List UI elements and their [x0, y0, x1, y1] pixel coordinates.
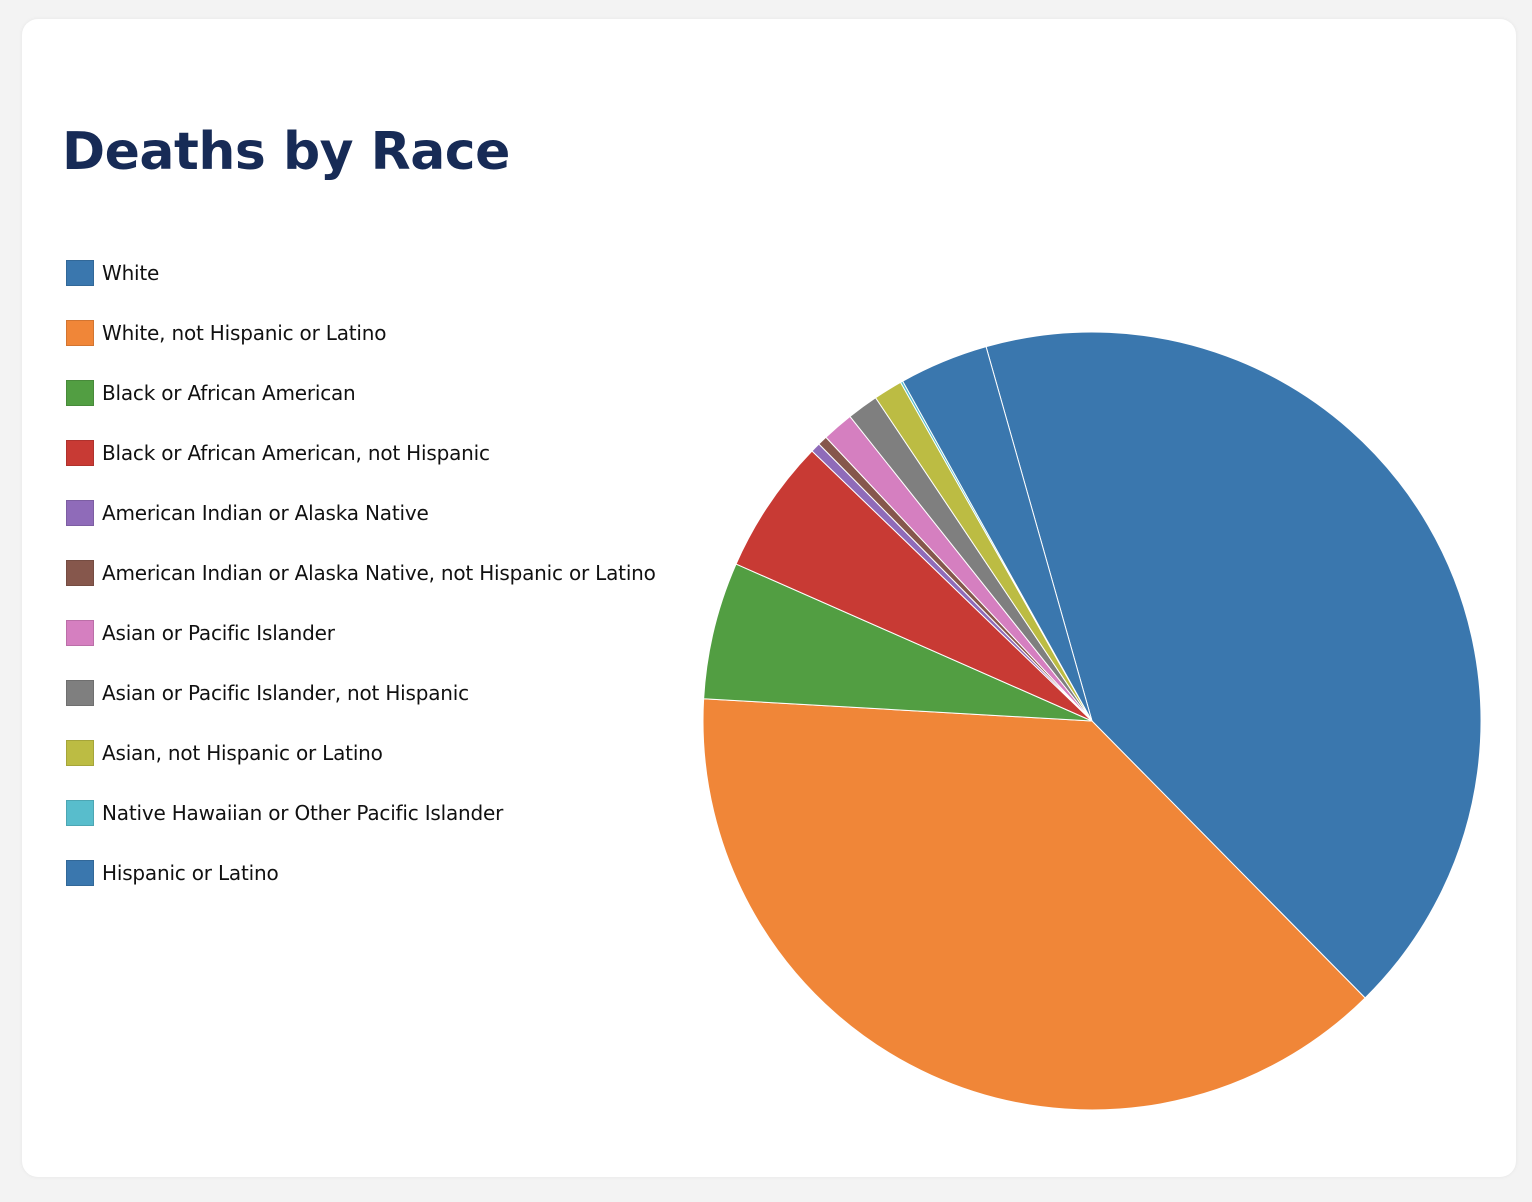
legend-item[interactable]: Black or African American, not Hispanic	[66, 423, 656, 483]
legend-swatch	[66, 680, 94, 706]
legend-label: White	[102, 261, 160, 285]
pie-chart	[702, 331, 1482, 1111]
legend-item[interactable]: American Indian or Alaska Native	[66, 483, 656, 543]
legend-item[interactable]: Native Hawaiian or Other Pacific Islande…	[66, 783, 656, 843]
legend-label: Asian or Pacific Islander, not Hispanic	[102, 681, 469, 705]
legend-item[interactable]: American Indian or Alaska Native, not Hi…	[66, 543, 656, 603]
legend-label: White, not Hispanic or Latino	[102, 321, 387, 345]
pie-slice[interactable]	[702, 698, 1366, 1111]
legend-label: Black or African American, not Hispanic	[102, 441, 490, 465]
legend-swatch	[66, 320, 94, 346]
chart-title: Deaths by Race	[62, 122, 510, 182]
chart-card: Deaths by Race White White, not Hispanic …	[22, 19, 1516, 1177]
legend-swatch	[66, 800, 94, 826]
legend-label: Native Hawaiian or Other Pacific Islande…	[102, 801, 504, 825]
legend-label: Hispanic or Latino	[102, 861, 279, 885]
legend-swatch	[66, 740, 94, 766]
legend-label: American Indian or Alaska Native	[102, 501, 429, 525]
legend-item[interactable]: White	[66, 243, 656, 303]
pie-slice[interactable]	[735, 450, 1093, 722]
legend-label: American Indian or Alaska Native, not Hi…	[102, 561, 656, 585]
legend-item[interactable]: Asian, not Hispanic or Latino	[66, 723, 656, 783]
legend: White White, not Hispanic or Latino Black …	[66, 243, 656, 903]
legend-item[interactable]: Asian or Pacific Islander, not Hispanic	[66, 663, 656, 723]
legend-swatch	[66, 440, 94, 466]
legend-swatch	[66, 260, 94, 286]
legend-label: Asian or Pacific Islander	[102, 621, 335, 645]
legend-item[interactable]: Hispanic or Latino	[66, 843, 656, 903]
legend-item[interactable]: Asian or Pacific Islander	[66, 603, 656, 663]
legend-swatch	[66, 860, 94, 886]
pie-slice[interactable]	[703, 563, 1093, 722]
legend-item[interactable]: Black or African American	[66, 363, 656, 423]
legend-label: Black or African American	[102, 381, 356, 405]
legend-item[interactable]: White, not Hispanic or Latino	[66, 303, 656, 363]
legend-swatch	[66, 620, 94, 646]
legend-swatch	[66, 500, 94, 526]
legend-swatch	[66, 560, 94, 586]
pie-slice[interactable]	[902, 346, 1093, 722]
legend-label: Asian, not Hispanic or Latino	[102, 741, 383, 765]
pie-slice[interactable]	[985, 331, 1482, 999]
legend-swatch	[66, 380, 94, 406]
